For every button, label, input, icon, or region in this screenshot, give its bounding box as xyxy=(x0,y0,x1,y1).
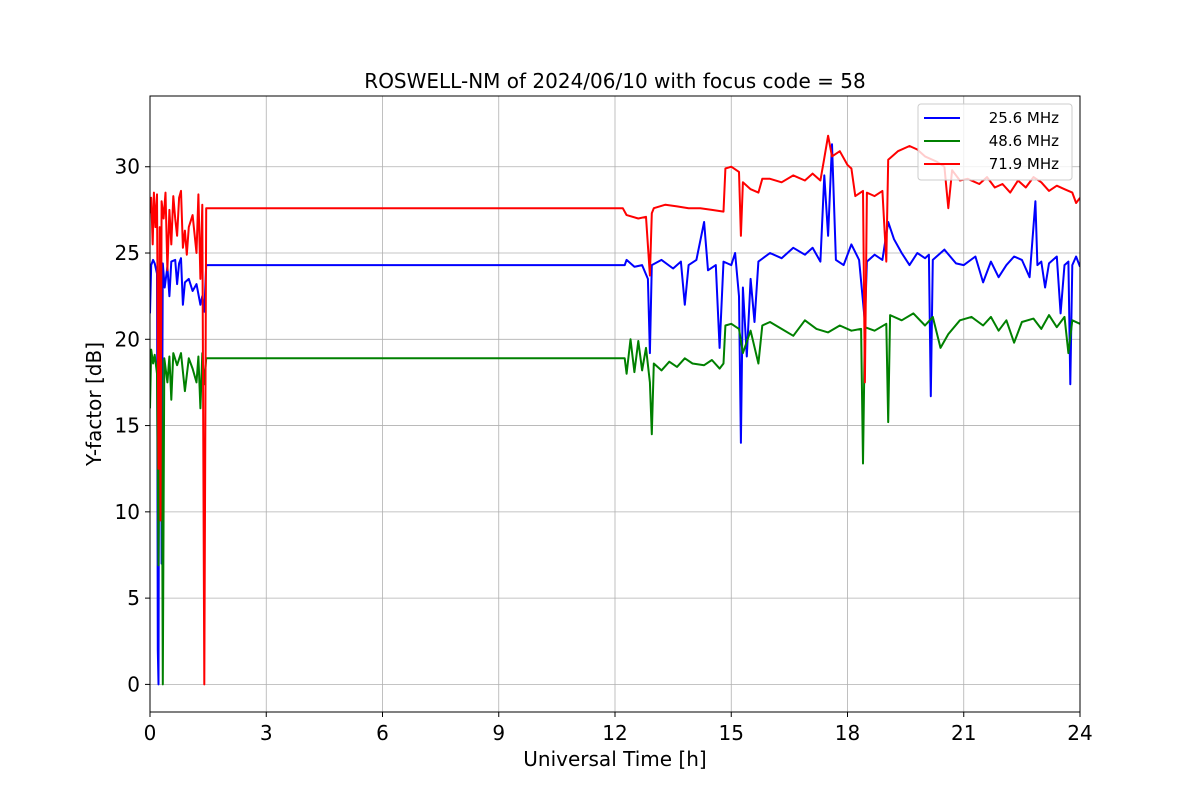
y-tick-label: 20 xyxy=(115,327,140,351)
axis-ticks: 0 3 6 9 12 15 18 21 24 0 5 10 15 20 25 30 xyxy=(115,155,1093,745)
y-axis-label: Y-factor [dB] xyxy=(82,342,106,467)
legend-label-71-9-mhz: 71.9 MHz xyxy=(989,155,1059,173)
legend-label-48-6-mhz: 48.6 MHz xyxy=(989,132,1059,150)
legend-label-25-6-mhz: 25.6 MHz xyxy=(989,109,1059,127)
x-tick-label: 3 xyxy=(260,721,273,745)
x-axis-label: Universal Time [h] xyxy=(523,747,706,771)
x-tick-label: 24 xyxy=(1067,721,1092,745)
series-line-48-6-mhz xyxy=(150,312,1080,686)
legend-box xyxy=(917,103,1073,181)
y-tick-label: 10 xyxy=(115,500,140,524)
y-tick-label: 0 xyxy=(127,672,140,696)
x-tick-label: 0 xyxy=(144,721,157,745)
series-line-25-6-mhz xyxy=(150,143,1080,686)
chart-title: ROSWELL-NM of 2024/06/10 with focus code… xyxy=(364,69,865,93)
x-tick-label: 6 xyxy=(376,721,389,745)
y-tick-label: 30 xyxy=(115,155,140,179)
y-tick-label: 5 xyxy=(127,586,140,610)
x-tick-label: 12 xyxy=(602,721,627,745)
x-tick-label: 9 xyxy=(492,721,505,745)
x-tick-label: 18 xyxy=(835,721,860,745)
legend: 25.6 MHz 48.6 MHz 71.9 MHz xyxy=(917,103,1073,181)
y-tick-label: 25 xyxy=(115,241,140,265)
x-tick-label: 15 xyxy=(719,721,744,745)
x-tick-label: 21 xyxy=(951,721,976,745)
y-tick-label: 15 xyxy=(115,414,140,438)
